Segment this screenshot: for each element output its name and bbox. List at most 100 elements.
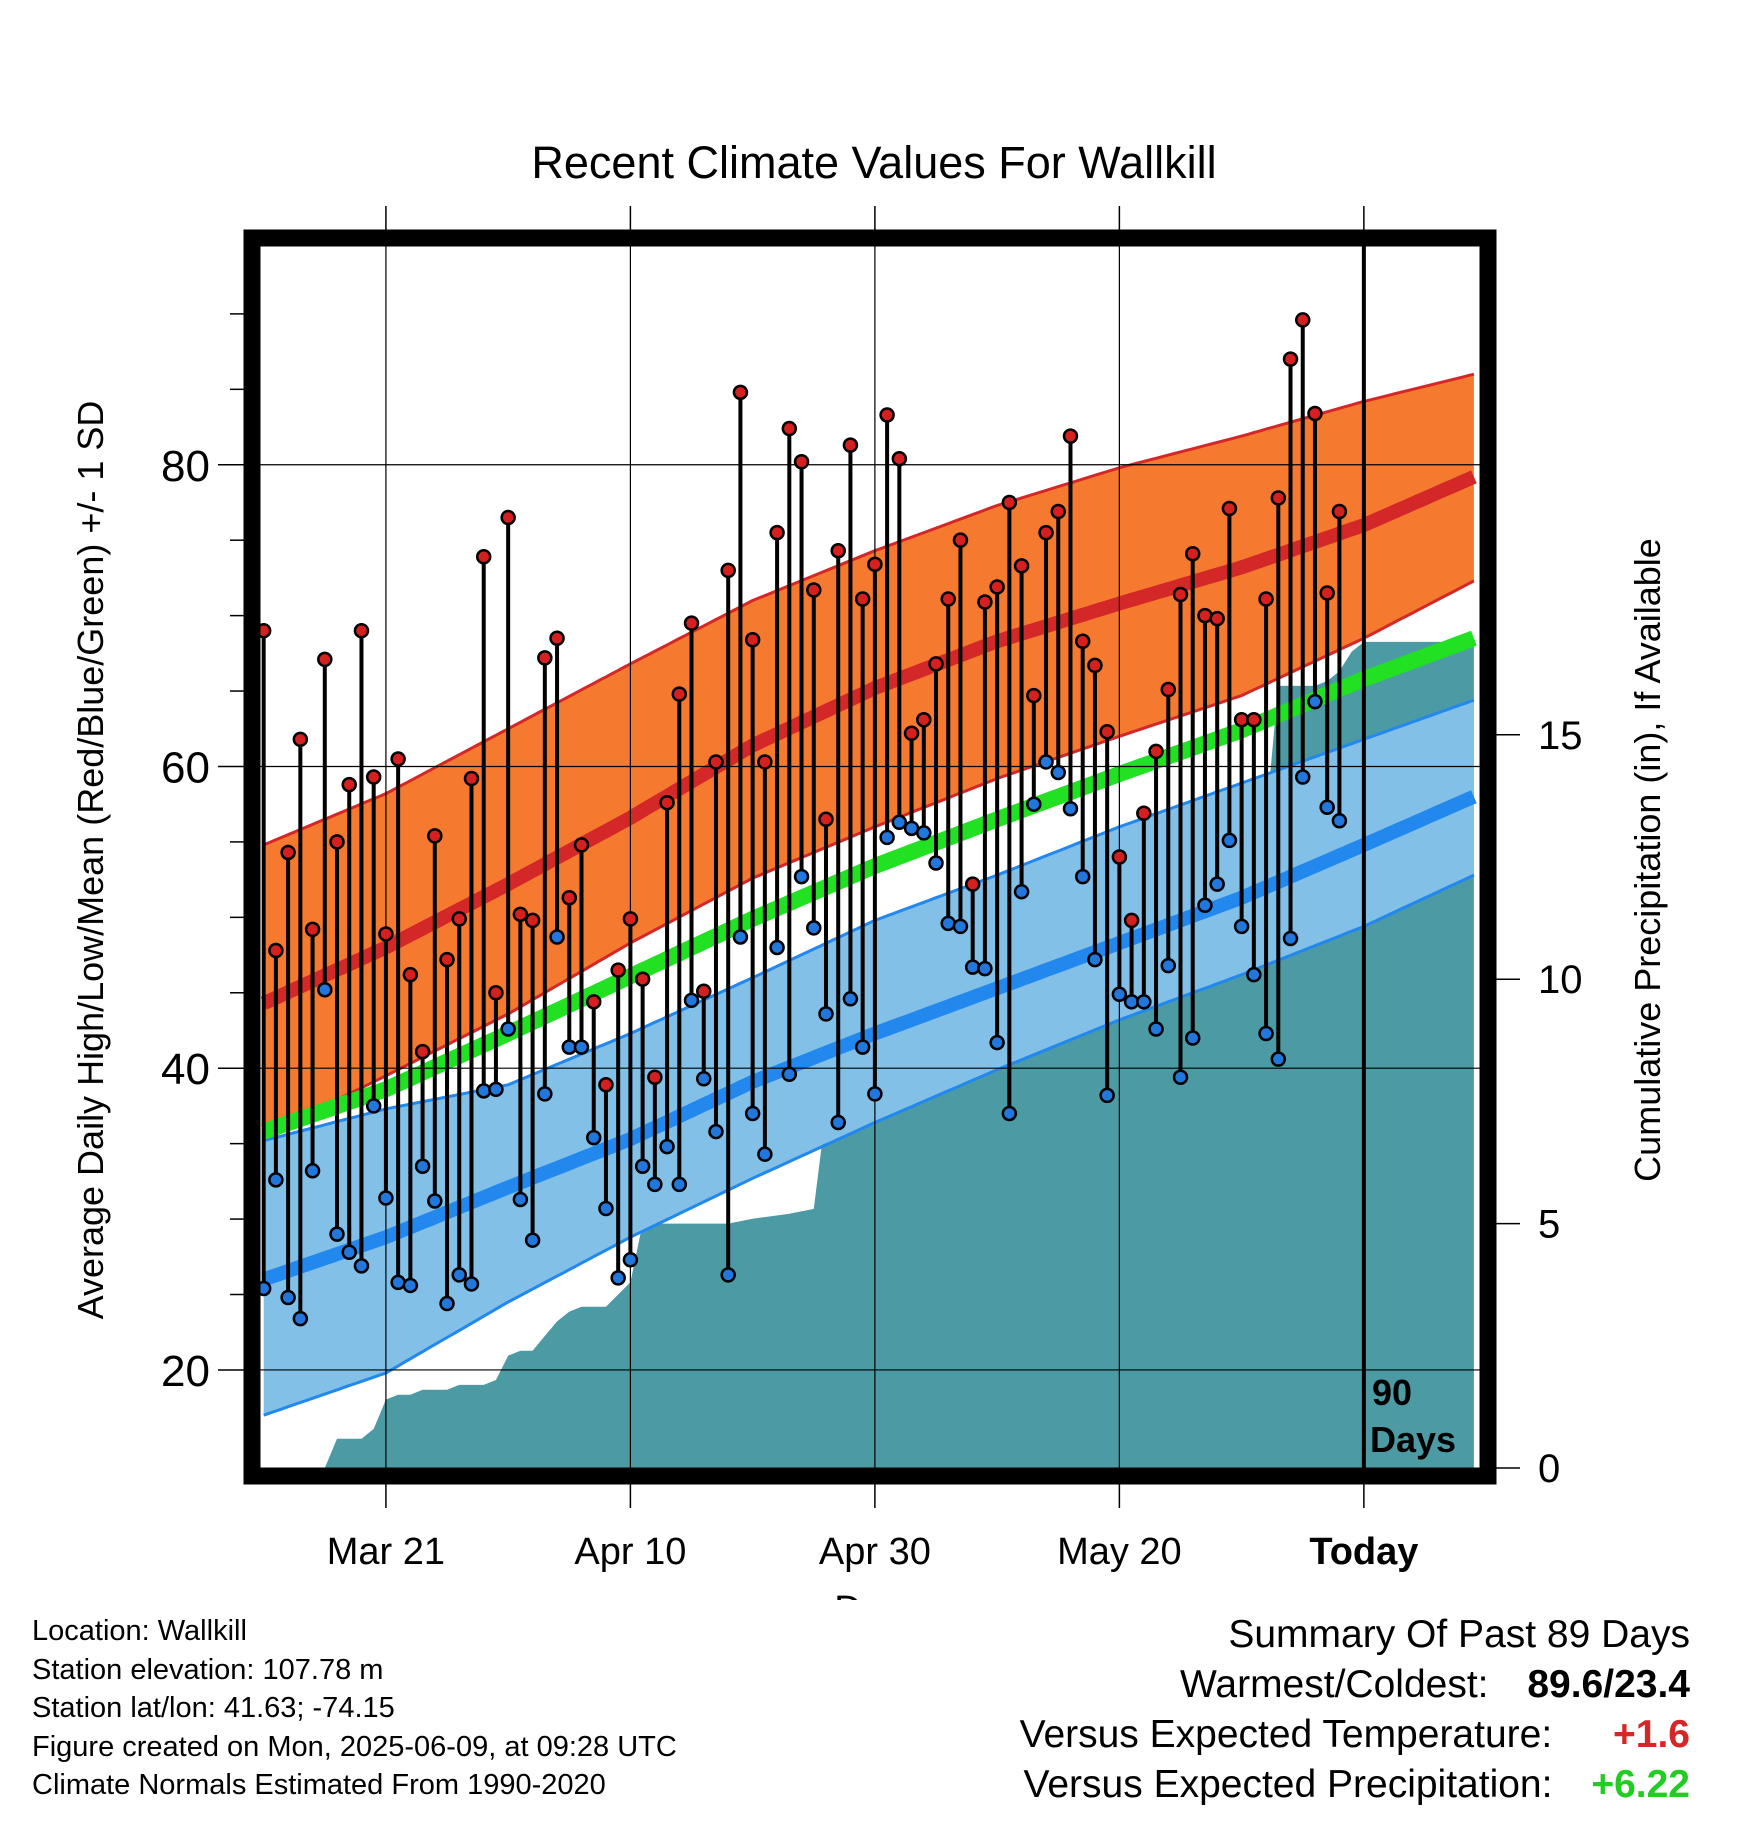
obs-low-point [537,1086,553,1102]
obs-high-point [353,622,370,639]
obs-high-point [818,811,834,828]
summary-heading: Summary Of Past 89 Days [1228,1613,1690,1656]
obs-high-point [671,686,688,702]
temp-label: Versus Expected Temperature: [1019,1713,1553,1756]
obs-low-point [439,1295,455,1312]
obs-low-point [830,1114,846,1131]
obs-low-point [781,1066,798,1082]
obs-high-point [585,994,602,1010]
obs-high-point [402,966,419,983]
obs-low-point [634,1158,651,1175]
obs-high-point [1136,805,1152,821]
created-text: Figure created on Mon, 2025-06-09, at 09… [32,1730,677,1763]
obs-high-point [659,794,675,811]
obs-high-point [1270,490,1287,506]
summary-warmest-row: Warmest/Coldest: 89.6/23.4 [1020,1660,1690,1710]
plot-content [260,246,1480,1468]
obs-low-point [585,1129,602,1146]
obs-high-point [1038,524,1054,541]
obs-high-point [1087,657,1103,674]
obs-low-point [1062,800,1079,817]
obs-low-point [891,814,908,831]
obs-low-point [402,1277,419,1294]
obs-low-point [549,929,565,945]
obs-high-point [744,632,761,648]
obs-high-point [940,591,956,607]
obs-low-point [414,1158,431,1175]
obs-high-point [1282,351,1299,367]
obs-low-point [390,1274,406,1291]
obs-high-point [549,630,565,646]
temp-value: +1.6 [1613,1713,1690,1756]
obs-high-point [757,754,773,770]
elevation-text: Station elevation: 107.78 m [32,1653,384,1686]
obs-high-point [524,912,541,929]
today-days-label-line2: Days [1370,1419,1456,1460]
obs-high-point [329,834,345,850]
obs-high-point [952,532,969,548]
obs-low-point [475,1083,492,1099]
obs-high-point [720,562,736,579]
obs-low-point [818,1006,834,1022]
obs-low-point [500,1021,516,1037]
obs-high-point [916,711,932,728]
obs-high-point [1331,503,1348,520]
obs-low-point [1074,868,1091,885]
obs-low-point [952,918,969,935]
obs-low-point [1307,693,1323,710]
obs-low-point [329,1226,345,1242]
obs-low-point [647,1176,663,1193]
obs-low-point [1331,813,1348,829]
obs-low-point [769,939,785,956]
obs-low-point [1221,832,1238,849]
obs-high-point [1111,849,1128,865]
obs-low-point [463,1276,480,1292]
obs-high-point [1307,405,1323,422]
obs-low-point [573,1039,590,1055]
y-axis-label-right: Cumulative Precipitation (in), If Availa… [1627,538,1668,1182]
chart-title: Recent Climate Values For Wallkill [531,137,1216,188]
low-upper-line [263,698,1475,1143]
high-upper-line [263,372,1475,847]
obs-low-point [695,1071,712,1087]
warmest-label: Warmest/Coldest: [1180,1663,1489,1706]
y-tick-label-right: 15 [1538,714,1583,758]
obs-high-point [989,579,1005,595]
plot-area [260,246,1480,1468]
obs-high-point [867,556,883,573]
x-tick-label: Today [1309,1531,1418,1573]
obs-high-point [903,725,920,742]
obs-high-point [1246,711,1262,728]
obs-low-point [1148,1021,1164,1037]
obs-high-point [769,524,785,541]
obs-high-point [964,876,981,892]
y-tick-label-right: 10 [1538,958,1583,1002]
obs-high-point [365,769,382,785]
obs-high-point [439,951,455,968]
low-lower-line [263,873,1475,1417]
obs-high-point [732,384,749,401]
obs-low-point [989,1034,1005,1051]
mean-line [261,630,1477,1140]
obs-low-point [512,1191,529,1208]
obs-low-point [1038,754,1054,770]
x-tick-label: Apr 10 [574,1531,686,1573]
summary-temp-row: Versus Expected Temperature: +1.6 [1020,1710,1690,1760]
obs-low-point [1111,986,1128,1003]
obs-high-point [1062,428,1079,444]
obs-low-point [1087,951,1103,968]
obs-low-point [683,992,700,1009]
y-tick-label-right: 5 [1538,1203,1560,1247]
obs-low-point [378,1190,394,1206]
obs-high-point [260,622,272,639]
obs-low-point [1050,764,1067,781]
summary-precip-row: Versus Expected Precipitation: +6.22 [1020,1760,1691,1810]
low-mean-line [261,790,1477,1287]
plot-frame [243,229,1497,1485]
obs-high-point [451,911,468,927]
high-sd-band [263,374,1474,1137]
obs-low-point [940,915,956,932]
obs-high-point [1209,610,1225,627]
obs-low-point [867,1086,883,1102]
obs-high-point [268,942,284,959]
